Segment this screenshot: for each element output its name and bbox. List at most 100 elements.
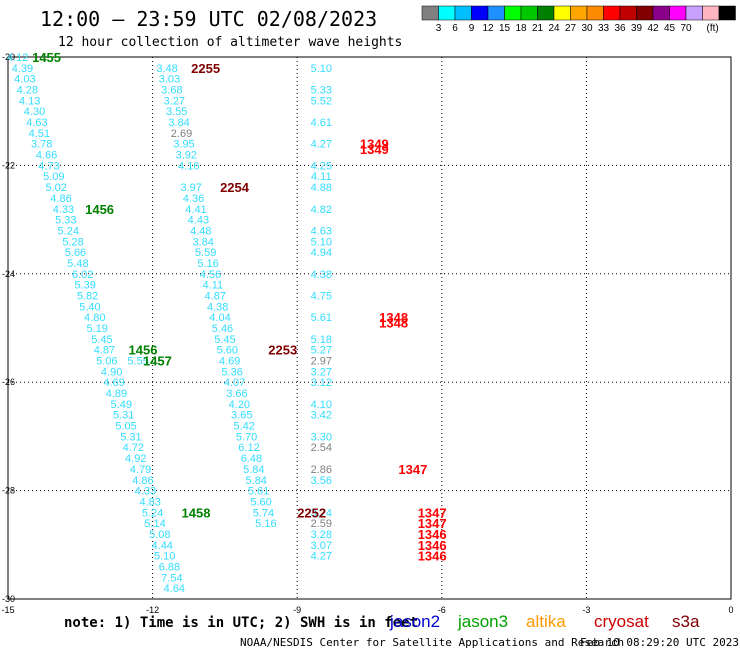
data-point-label: 5.61: [311, 312, 332, 324]
data-point-label: 4.38: [311, 269, 332, 281]
data-point-label: 5.27: [311, 345, 332, 357]
data-point-label: 3.03: [159, 74, 180, 86]
colorbar-swatch: [702, 5, 720, 21]
data-point-label: 5.60: [250, 496, 271, 508]
data-point-label: 4.10: [311, 399, 332, 411]
colorbar-swatch: [537, 5, 555, 21]
x-tick-label: -15: [1, 605, 14, 615]
data-point-label: 5.33: [311, 85, 332, 97]
data-point-label: 5.33: [55, 215, 76, 227]
pass-label: 1347: [418, 505, 447, 520]
data-point-label: 4.89: [106, 388, 127, 400]
data-point-label: 4.48: [190, 225, 211, 237]
colorbar-label: 3: [436, 23, 442, 34]
y-tick-label: -28: [2, 486, 15, 496]
data-point-label: 3.07: [311, 540, 332, 552]
colorbar-label: 18: [515, 23, 527, 34]
colorbar-label: 42: [647, 23, 659, 34]
data-point-label: 5.24: [142, 507, 163, 519]
data-point-label: 5.40: [79, 301, 100, 313]
colorbar-swatch: [454, 5, 472, 21]
data-point-label: 5.70: [236, 431, 257, 443]
data-point-label: 3.12: [311, 377, 332, 389]
y-tick-label: -26: [2, 377, 15, 387]
colorbar-swatch: [570, 5, 588, 21]
data-point-label: 5.45: [214, 334, 235, 346]
data-point-label: 4.38: [207, 301, 228, 313]
data-point-label: 3.28: [311, 529, 332, 541]
data-point-label: 4.72: [123, 442, 144, 454]
colorbar-label: 45: [664, 23, 676, 34]
footer-timestamp: Feb 10 08:29:20 UTC 2023: [580, 636, 739, 649]
footer-note: note: 1) Time is in UTC; 2) SWH is in fe…: [64, 615, 418, 631]
data-point-label: 3.97: [180, 182, 201, 194]
colorbar-swatch: [636, 5, 654, 21]
data-point-label: 4.61: [311, 117, 332, 129]
page-title: 12:00 — 23:59 UTC 02/08/2023: [40, 7, 377, 31]
colorbar-label: 30: [581, 23, 593, 34]
data-point-label: 4.51: [29, 128, 50, 140]
data-point-label: 3.27: [311, 366, 332, 378]
colorbar-swatch: [586, 5, 604, 21]
data-point-label: 4.27: [311, 139, 332, 151]
data-point-label: 5.10: [311, 236, 332, 248]
data-point-label: 5.66: [65, 247, 86, 259]
data-point-label: 3.84: [192, 236, 213, 248]
data-point-label: 5.46: [212, 323, 233, 335]
data-point-label: 4.16: [178, 160, 199, 172]
data-point-label: 4.44: [152, 540, 173, 552]
legend-jason2: jason2: [389, 612, 440, 631]
colorbar-label: 24: [548, 23, 560, 34]
data-point-label: 4.69: [219, 356, 240, 368]
data-point-label: 4.30: [24, 106, 45, 118]
y-tick-label: -30: [2, 594, 15, 604]
pass-label: 1349: [360, 142, 389, 157]
data-point-label: 5.48: [67, 258, 88, 270]
data-point-label: 4.33: [53, 204, 74, 216]
data-point-label: 4.28: [17, 85, 38, 97]
data-point-label: 5.19: [86, 323, 107, 335]
data-point-label: 3.42: [311, 410, 332, 422]
colorbar-swatch: [471, 5, 489, 21]
colorbar-swatch: [603, 5, 621, 21]
x-tick-label: -6: [438, 605, 446, 615]
colorbar-swatch: [685, 5, 703, 21]
colorbar-swatch: [718, 5, 736, 21]
colorbar-label: 12: [482, 23, 494, 34]
data-point-label: 4.75: [311, 290, 332, 302]
colorbar-swatch: [669, 5, 687, 21]
x-tick-label: -9: [293, 605, 301, 615]
data-point-label: 5.60: [217, 345, 238, 357]
data-point-label: 5.84: [243, 464, 264, 476]
pass-label: 1455: [32, 50, 61, 65]
data-point-label: 3.65: [231, 410, 252, 422]
data-point-label: 3.74: [311, 507, 332, 519]
data-point-label: 4.80: [84, 312, 105, 324]
data-point-label: 5.09: [43, 171, 64, 183]
data-point-label: 4.73: [38, 160, 59, 172]
legend: jason2 jason3 altika cryosat s3a: [389, 612, 700, 631]
x-tick-label: -12: [146, 605, 159, 615]
data-point-label: 4.63: [26, 117, 47, 129]
colorbar-swatch: [619, 5, 637, 21]
data-point-label: 5.61: [248, 486, 269, 498]
colorbar-swatch: [438, 5, 456, 21]
data-point-label: 4.07: [224, 377, 245, 389]
data-point-label: 6.88: [159, 561, 180, 573]
data-point-label: 4.82: [311, 204, 332, 216]
data-point-label: 3.84: [168, 117, 189, 129]
colorbar-label: 36: [614, 23, 626, 34]
data-point-label: 5.31: [120, 431, 141, 443]
data-point-label: 5.02: [45, 182, 66, 194]
data-point-label: 2.69: [171, 128, 192, 140]
data-point-label: 4.33: [135, 486, 156, 498]
colorbar-swatch: [553, 5, 571, 21]
data-point-label: 4.69: [103, 377, 124, 389]
data-point-label: 3.30: [311, 431, 332, 443]
tick-labels: -15 -12 -9 -6 -3 0-20-22-24-26-28-30: [1, 52, 733, 615]
data-point-label: 5.59: [195, 247, 216, 259]
pass-label: 1348: [379, 310, 408, 325]
data-point-label: 5.74: [253, 507, 274, 519]
colorbar-label: 27: [565, 23, 577, 34]
data-point-label: 4.56: [200, 269, 221, 281]
